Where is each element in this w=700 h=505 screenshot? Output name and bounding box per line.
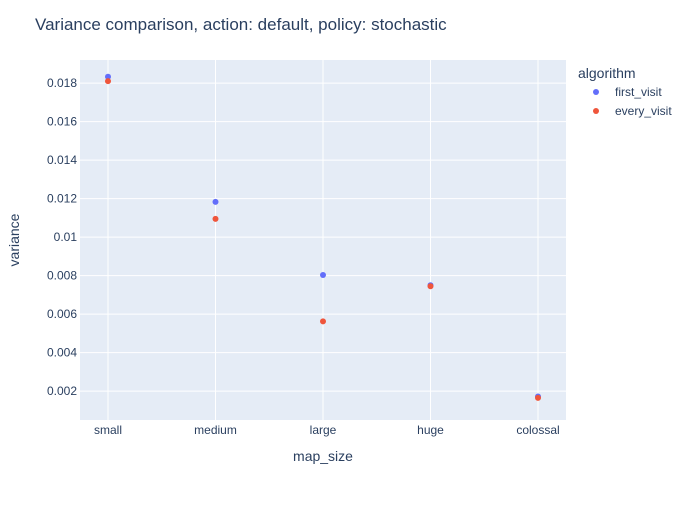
data-point-every-visit bbox=[427, 283, 434, 290]
y-tick-label: 0.002 bbox=[47, 384, 77, 398]
data-point-first-visit bbox=[212, 198, 219, 205]
y-axis-title: variance bbox=[6, 213, 22, 266]
legend: algorithm first_visit every_visit bbox=[578, 65, 672, 118]
data-point-every-visit bbox=[320, 318, 326, 325]
legend-marker bbox=[593, 108, 599, 114]
chart-title: Variance comparison, action: default, po… bbox=[35, 15, 447, 34]
legend-label: every_visit bbox=[615, 104, 672, 118]
y-tick-label: 0.008 bbox=[47, 269, 77, 283]
y-tick-labels: 0.002 0.004 0.006 0.008 0.01 0.012 0.014 0.016 0… bbox=[47, 76, 77, 398]
legend-items: first_visit every_visit bbox=[593, 85, 672, 118]
data-point-first-visit bbox=[320, 272, 326, 279]
y-tick-label: 0.012 bbox=[47, 192, 77, 206]
x-tick-labels: small medium large huge colossal bbox=[94, 423, 560, 437]
x-gridlines bbox=[107, 60, 539, 420]
y-tick-label: 0.01 bbox=[54, 230, 78, 244]
y-tick-label: 0.006 bbox=[47, 307, 77, 321]
x-tick-label: large bbox=[310, 423, 337, 437]
legend-title: algorithm bbox=[578, 65, 636, 81]
x-tick-label: colossal bbox=[516, 423, 559, 437]
x-tick-label: huge bbox=[417, 423, 444, 437]
data-point-first-visit bbox=[105, 73, 111, 80]
data-points bbox=[105, 73, 541, 401]
y-tick-label: 0.018 bbox=[47, 76, 77, 90]
data-point-every-visit bbox=[105, 78, 111, 85]
legend-label: first_visit bbox=[615, 85, 662, 99]
y-tick-label: 0.016 bbox=[47, 115, 77, 129]
y-tick-label: 0.004 bbox=[47, 346, 77, 360]
data-point-every-visit bbox=[535, 394, 541, 401]
legend-marker bbox=[593, 89, 599, 95]
x-axis-title: map_size bbox=[293, 448, 353, 464]
x-tick-label: medium bbox=[194, 423, 237, 437]
y-tick-label: 0.014 bbox=[47, 153, 77, 167]
data-point-every-visit bbox=[212, 215, 219, 222]
x-tick-label: small bbox=[94, 423, 122, 437]
